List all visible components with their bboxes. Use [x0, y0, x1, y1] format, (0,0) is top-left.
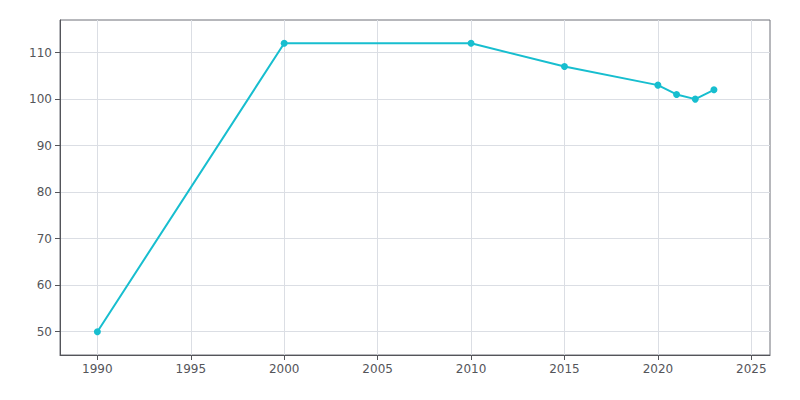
svg-text:2025: 2025 [736, 362, 767, 376]
svg-text:1990: 1990 [82, 362, 113, 376]
svg-text:2010: 2010 [456, 362, 487, 376]
svg-text:80: 80 [37, 185, 52, 199]
svg-text:60: 60 [37, 278, 52, 292]
svg-text:70: 70 [37, 232, 52, 246]
svg-text:110: 110 [29, 46, 52, 60]
svg-text:2020: 2020 [643, 362, 674, 376]
svg-text:1995: 1995 [176, 362, 207, 376]
svg-text:2015: 2015 [549, 362, 580, 376]
svg-text:2000: 2000 [269, 362, 300, 376]
svg-text:90: 90 [37, 139, 52, 153]
svg-text:2005: 2005 [362, 362, 393, 376]
svg-text:100: 100 [29, 92, 52, 106]
svg-text:50: 50 [37, 325, 52, 339]
